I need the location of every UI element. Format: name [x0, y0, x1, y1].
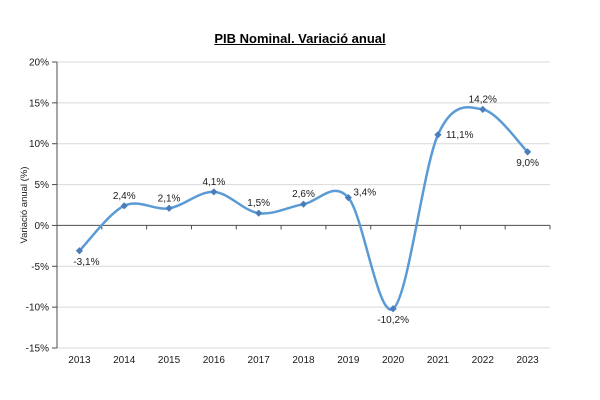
y-tick-label: 20%: [29, 58, 49, 69]
x-tick-labels: 2013 2014 2015 2016 2017 2018 2019 2020 2021 2022…: [68, 355, 539, 366]
data-point-marker: [165, 204, 173, 212]
data-point-marker: [120, 202, 128, 210]
data-point-marker: [523, 148, 532, 156]
x-tick-label: 2021: [427, 355, 450, 366]
series-line: [78, 106, 529, 311]
y-tick-label: 5%: [35, 180, 50, 191]
y-tick-label: 15%: [29, 98, 49, 109]
data-point-marker: [75, 247, 84, 255]
data-label: 4,1%: [202, 177, 225, 188]
data-label: -3,1%: [73, 257, 99, 268]
data-label: 2,4%: [113, 191, 136, 202]
data-label: 2,1%: [158, 193, 181, 204]
data-label: 2,6%: [292, 189, 315, 200]
chart-title: PIB Nominal. Variació anual: [214, 31, 386, 46]
y-tick-label: 0%: [35, 221, 50, 232]
data-point-marker: [299, 200, 308, 208]
data-labels: -3,1% 2,4% 2,1% 4,1% 1,5% 2,6% 3,4% -10,2% 11,1%…: [73, 94, 539, 325]
data-label: 9,0%: [516, 158, 539, 169]
data-label: 14,2%: [469, 94, 497, 105]
x-axis: [57, 224, 551, 230]
x-tick-label: 2017: [248, 355, 271, 366]
y-tick-label: 10%: [29, 139, 49, 150]
x-tick-label: 2022: [472, 355, 495, 366]
y-tick-label: -15%: [26, 344, 49, 355]
x-tick-label: 2023: [516, 355, 539, 366]
data-point-marker: [479, 105, 487, 113]
y-axis-title: Variació anual (%): [19, 167, 30, 244]
data-point-markers: [75, 105, 532, 313]
data-label: 11,1%: [446, 130, 474, 141]
data-point-marker: [434, 131, 442, 139]
x-tick-label: 2016: [203, 355, 226, 366]
x-tick-label: 2014: [113, 355, 136, 366]
data-label: 3,4%: [353, 188, 376, 199]
y-tick-label: -5%: [31, 262, 49, 273]
y-tick-label: -10%: [26, 303, 49, 314]
data-point-marker: [344, 194, 352, 202]
x-tick-label: 2020: [382, 355, 405, 366]
x-tick-label: 2019: [337, 355, 360, 366]
data-label: 1,5%: [247, 198, 270, 209]
data-label: -10,2%: [377, 315, 409, 326]
y-axis: 20% 15% 10% 5% 0% -5% -10% -15%: [26, 58, 58, 355]
x-tick-label: 2018: [292, 355, 315, 366]
data-point-marker: [210, 188, 218, 196]
data-point-marker: [389, 305, 397, 313]
x-tick-label: 2013: [68, 355, 91, 366]
gridlines: [57, 61, 550, 349]
x-tick-label: 2015: [158, 355, 181, 366]
data-point-marker: [255, 209, 263, 217]
